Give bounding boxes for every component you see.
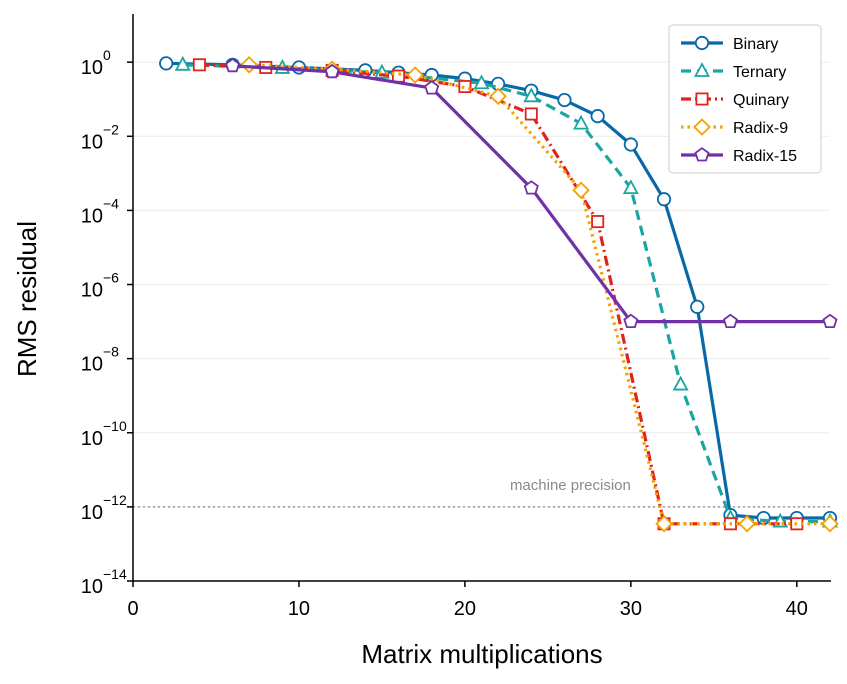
data-point [458,80,472,94]
x-tick-label: 20 [454,598,476,620]
legend-label: Radix-15 [733,148,797,165]
series-group [159,55,839,533]
legend-marker [694,147,710,162]
y-tick-exponent: −2 [103,121,119,137]
y-axis-title: RMS residual [12,221,42,377]
legend-item: Radix-15 [681,147,797,165]
y-tick-exponent: −4 [103,195,119,211]
legend-item: Radix-9 [681,118,788,137]
y-tick-exponent: −10 [103,418,127,434]
data-point [573,114,590,130]
x-tick-label: 30 [620,598,642,620]
reference-line-group: machine precision [133,477,830,508]
data-point [623,137,638,152]
data-point [622,179,639,195]
y-tick-exponent: −14 [103,566,127,582]
data-point [655,515,673,533]
data-point [690,299,705,314]
y-tick-label: 10 [81,131,103,153]
data-point [524,107,538,121]
y-tick-exponent: −8 [103,344,119,360]
data-point [225,57,241,73]
legend-label: Quinary [733,92,789,109]
legend-marker [693,62,711,77]
x-axis-title: Matrix multiplications [361,639,602,669]
y-tick-exponent: −6 [103,270,119,286]
legend-marker [695,92,709,106]
data-point [590,109,605,124]
data-point [722,313,738,329]
x-tick-label: 40 [786,598,808,620]
legend: Binary Ternary Quinary Radix-9 Radix-15 [668,24,822,174]
x-tick-label: 0 [127,598,138,620]
legend-label: Binary [733,36,778,53]
machine-precision-label: machine precision [510,477,631,494]
data-point [174,55,191,71]
data-point [557,92,572,108]
data-point [821,515,839,533]
data-point [392,69,406,83]
series-radix-15 [225,57,838,329]
ticks: 0 10 20 30 4010−1410−1210−1010−810−610−410−2… [81,47,808,620]
data-point [523,180,539,195]
y-tick-exponent: 0 [103,47,111,63]
data-point [159,56,174,71]
data-point [738,515,756,533]
legend-box [668,24,822,174]
data-point [822,313,838,329]
y-tick-label: 10 [81,280,103,302]
legend-item: Quinary [681,92,789,109]
data-point [406,66,424,84]
data-point [489,87,507,106]
y-tick-label: 10 [81,576,103,598]
data-point [424,80,440,95]
y-tick-exponent: −12 [103,492,127,508]
data-point [672,375,689,391]
y-tick-label: 10 [81,428,103,450]
legend-item: Ternary [681,62,786,81]
legend-label: Radix-9 [733,120,788,137]
legend-label: Ternary [733,64,786,81]
axes [132,14,831,582]
data-point [656,192,672,207]
data-point [192,58,206,72]
data-point [623,313,639,329]
legend-marker [694,35,710,51]
legend-item: Binary [681,35,778,53]
data-point [572,181,590,200]
y-tick-label: 10 [81,205,103,227]
data-point [591,215,605,229]
y-tick-label: 10 [81,354,103,376]
x-tick-label: 10 [288,598,310,620]
y-tick-label: 10 [81,57,103,79]
data-point [523,87,540,103]
legend-marker [693,118,711,136]
data-point [240,56,258,74]
data-point [473,74,490,90]
y-tick-label: 10 [81,502,103,524]
data-point [324,63,340,79]
